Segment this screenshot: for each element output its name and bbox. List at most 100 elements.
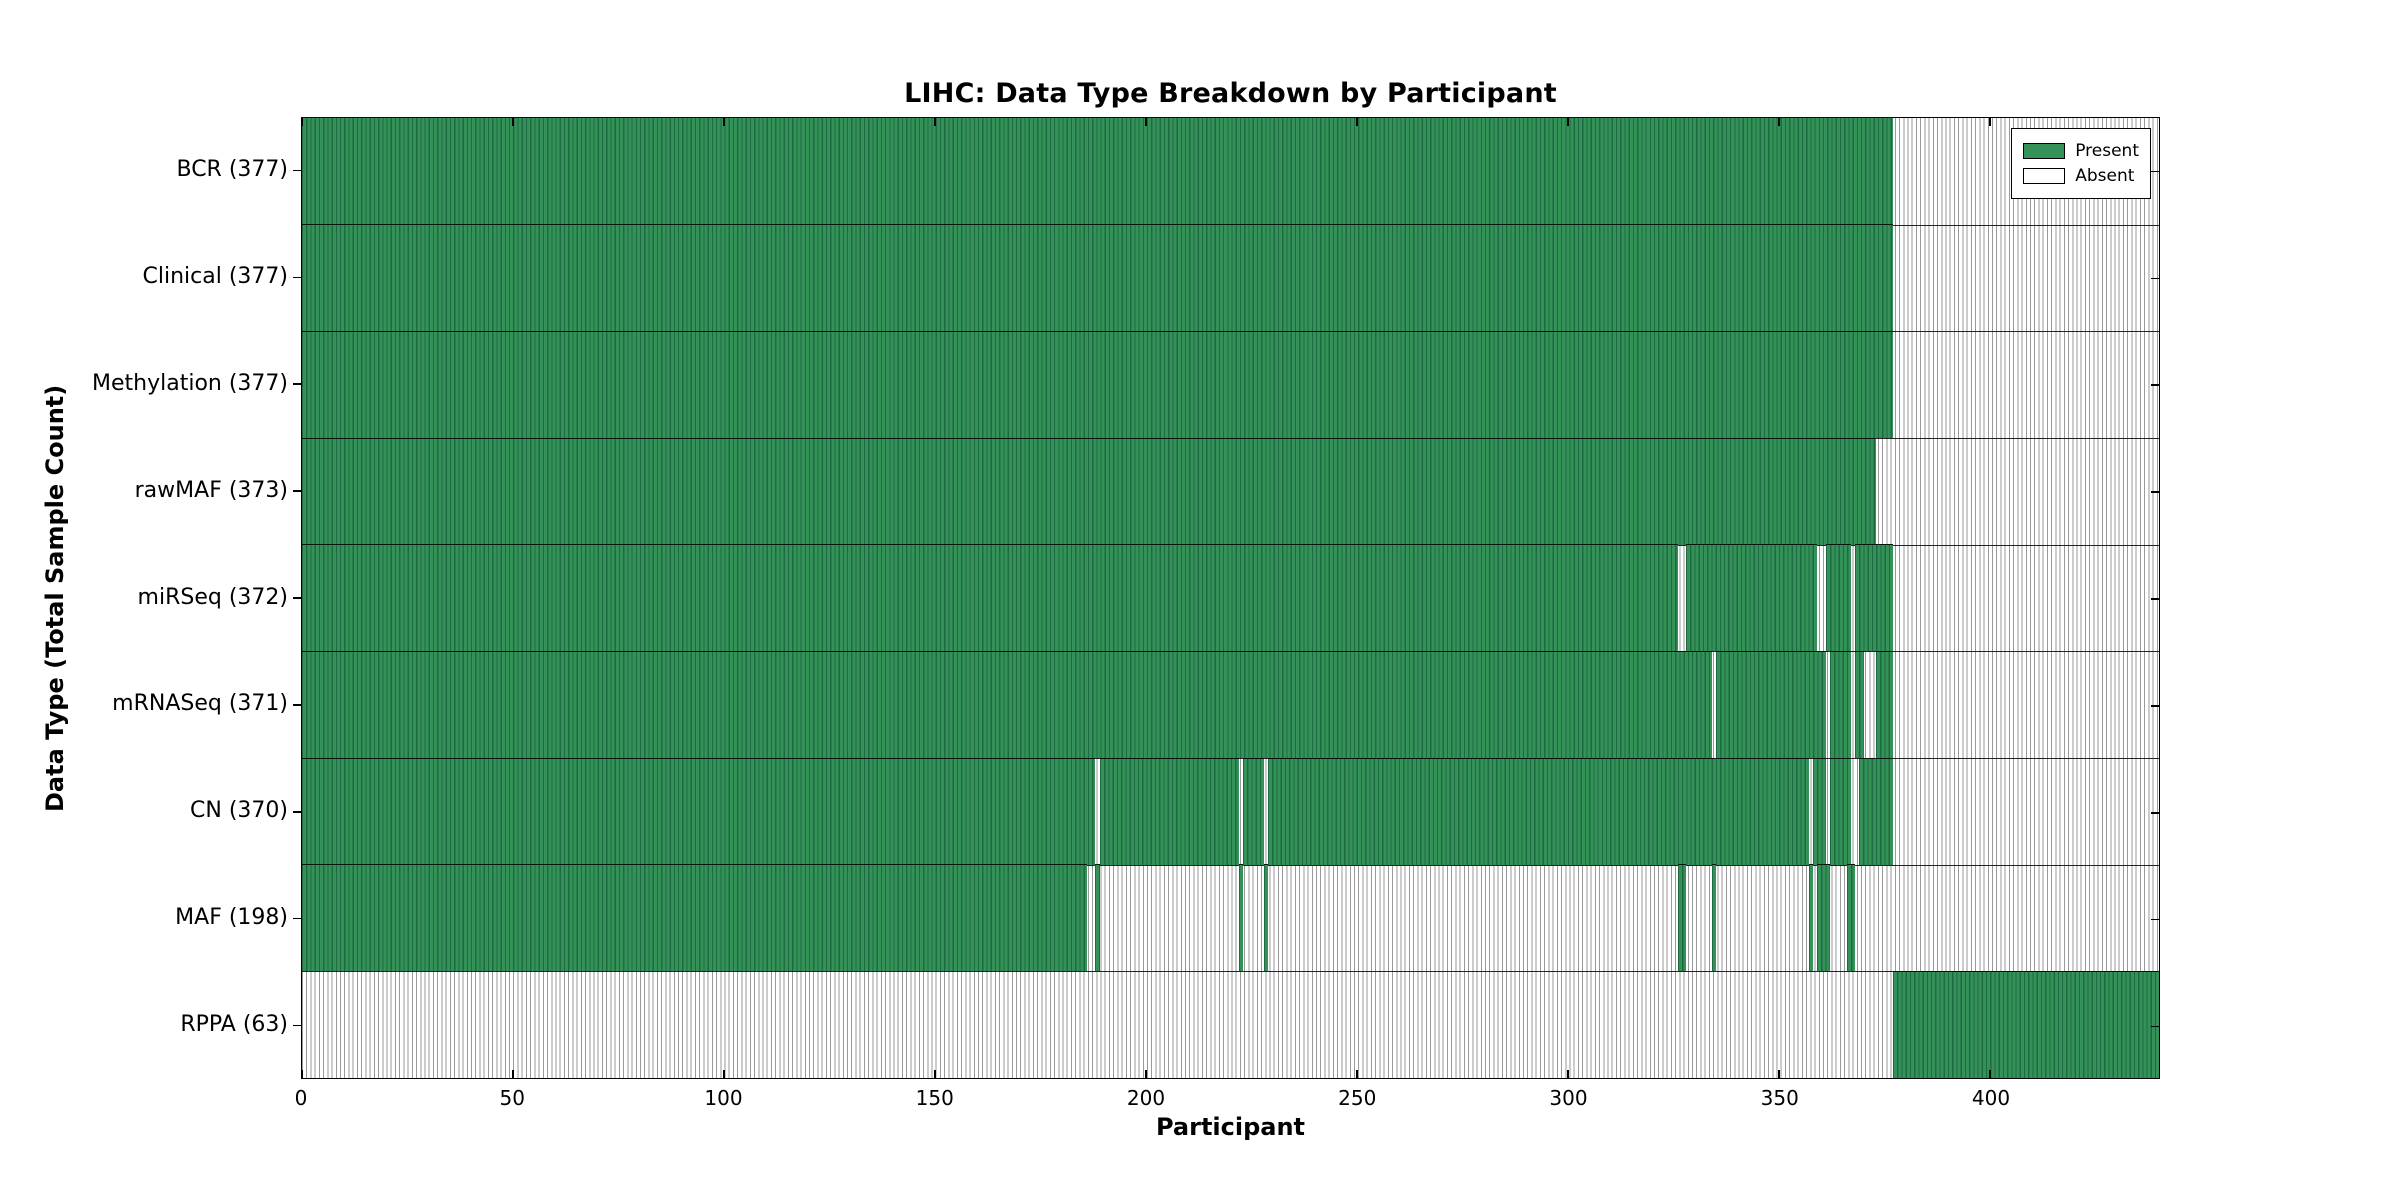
x-tick-mark (1567, 1070, 1569, 1078)
x-tick-mark (301, 1070, 303, 1078)
y-tick-mark (2151, 170, 2159, 173)
legend-entry-absent: Absent (2023, 165, 2139, 187)
x-tick-label: 50 (499, 1086, 525, 1110)
x-tick-mark (1567, 118, 1569, 126)
plot-area: Present Absent (301, 116, 2160, 1079)
present-swatch-icon (2023, 143, 2066, 159)
present-segment (302, 437, 1877, 545)
present-segment (302, 331, 1894, 438)
present-segment (1243, 757, 1265, 865)
legend-entry-present: Present (2023, 140, 2139, 162)
x-tick-label: 400 (1971, 1086, 2011, 1110)
x-tick-mark (934, 1070, 936, 1078)
x-tick-mark (1778, 1070, 1780, 1078)
x-tick-label: 350 (1760, 1086, 1799, 1110)
y-tick-mark (293, 811, 301, 813)
y-tick-label: Methylation (377) (92, 370, 288, 396)
y-tick-mark (293, 490, 301, 492)
y-tick-mark (293, 917, 301, 920)
data-type-row-Clinical (302, 224, 2159, 332)
present-segment (1846, 864, 1856, 972)
x-tick-mark (1356, 1070, 1358, 1078)
present-segment (1268, 757, 1809, 865)
y-tick-mark (2151, 812, 2159, 814)
data-type-row-rawMAF (302, 437, 2159, 545)
present-segment (1876, 651, 1894, 758)
x-tick-label: 250 (1338, 1086, 1377, 1110)
x-tick-label: 100 (704, 1086, 743, 1110)
present-segment (1829, 651, 1851, 758)
present-segment (1264, 864, 1269, 972)
y-tick-label: miRSeq (372) (137, 584, 288, 610)
present-segment (1859, 757, 1894, 865)
chart-title: LIHC: Data Type Breakdown by Participant (904, 78, 1557, 109)
present-segment (302, 224, 1894, 332)
present-segment (1808, 864, 1813, 972)
data-type-row-mRNASeq (302, 651, 2159, 758)
present-segment (302, 116, 1894, 225)
present-segment (1812, 757, 1826, 865)
y-tick-mark (2151, 918, 2159, 921)
y-tick-mark (2151, 598, 2159, 600)
y-tick-label: MAF (198) (175, 905, 288, 931)
present-segment (1825, 544, 1851, 652)
x-tick-mark (1145, 118, 1147, 126)
y-tick-label: mRNASeq (371) (112, 691, 288, 717)
y-tick-mark (2151, 705, 2159, 707)
absent-swatch-icon (2023, 168, 2066, 184)
legend-label: Absent (2075, 166, 2135, 186)
x-tick-mark (1989, 1070, 1991, 1078)
present-segment (1711, 864, 1716, 972)
y-tick-mark (293, 169, 301, 172)
x-axis-title: Participant (1155, 1113, 1306, 1141)
y-tick-mark (2151, 384, 2159, 386)
present-segment (1829, 757, 1851, 865)
y-tick-mark (2151, 491, 2159, 493)
present-segment (302, 544, 1678, 652)
y-tick-label: Clinical (377) (142, 263, 288, 289)
legend: Present Absent (2011, 128, 2151, 199)
y-tick-label: rawMAF (373) (134, 477, 288, 503)
x-tick-mark (1145, 1070, 1147, 1078)
present-segment (1677, 864, 1687, 972)
data-type-row-miRSeq (302, 544, 2159, 652)
present-segment (1893, 971, 2159, 1078)
y-tick-label: CN (370) (190, 798, 288, 824)
legend-label: Present (2075, 141, 2139, 161)
present-segment (1099, 757, 1239, 865)
y-tick-mark (293, 383, 301, 385)
data-type-row-CN (302, 757, 2159, 865)
x-tick-mark (301, 118, 303, 126)
x-tick-label: 300 (1549, 1086, 1588, 1110)
x-tick-label: 200 (1126, 1086, 1166, 1110)
y-tick-label: RPPA (63) (180, 1012, 288, 1038)
y-tick-mark (2151, 277, 2159, 280)
y-tick-mark (293, 597, 301, 599)
y-tick-mark (293, 704, 301, 706)
present-segment (1715, 651, 1826, 758)
data-type-row-RPPA (302, 971, 2159, 1078)
data-type-row-Methylation (302, 331, 2159, 438)
x-tick-mark (1989, 118, 1991, 126)
x-tick-mark (1356, 118, 1358, 126)
x-tick-mark (934, 118, 936, 126)
present-segment (302, 757, 1096, 865)
data-type-row-MAF (302, 864, 2159, 972)
y-tick-mark (2151, 1025, 2159, 1028)
x-tick-mark (723, 1070, 725, 1078)
x-tick-label: 0 (294, 1086, 308, 1110)
y-tick-label: BCR (377) (176, 157, 288, 182)
y-tick-mark (293, 1024, 301, 1027)
present-segment (1095, 864, 1100, 972)
present-segment (302, 864, 1087, 972)
x-tick-mark (723, 118, 725, 126)
y-tick-mark (293, 276, 301, 279)
data-type-row-BCR (302, 116, 2159, 225)
present-segment (1238, 864, 1244, 972)
present-segment (1686, 544, 1818, 652)
x-tick-mark (512, 1070, 514, 1078)
present-segment (1855, 544, 1894, 652)
present-segment (302, 651, 1712, 758)
present-segment (1855, 651, 1864, 758)
